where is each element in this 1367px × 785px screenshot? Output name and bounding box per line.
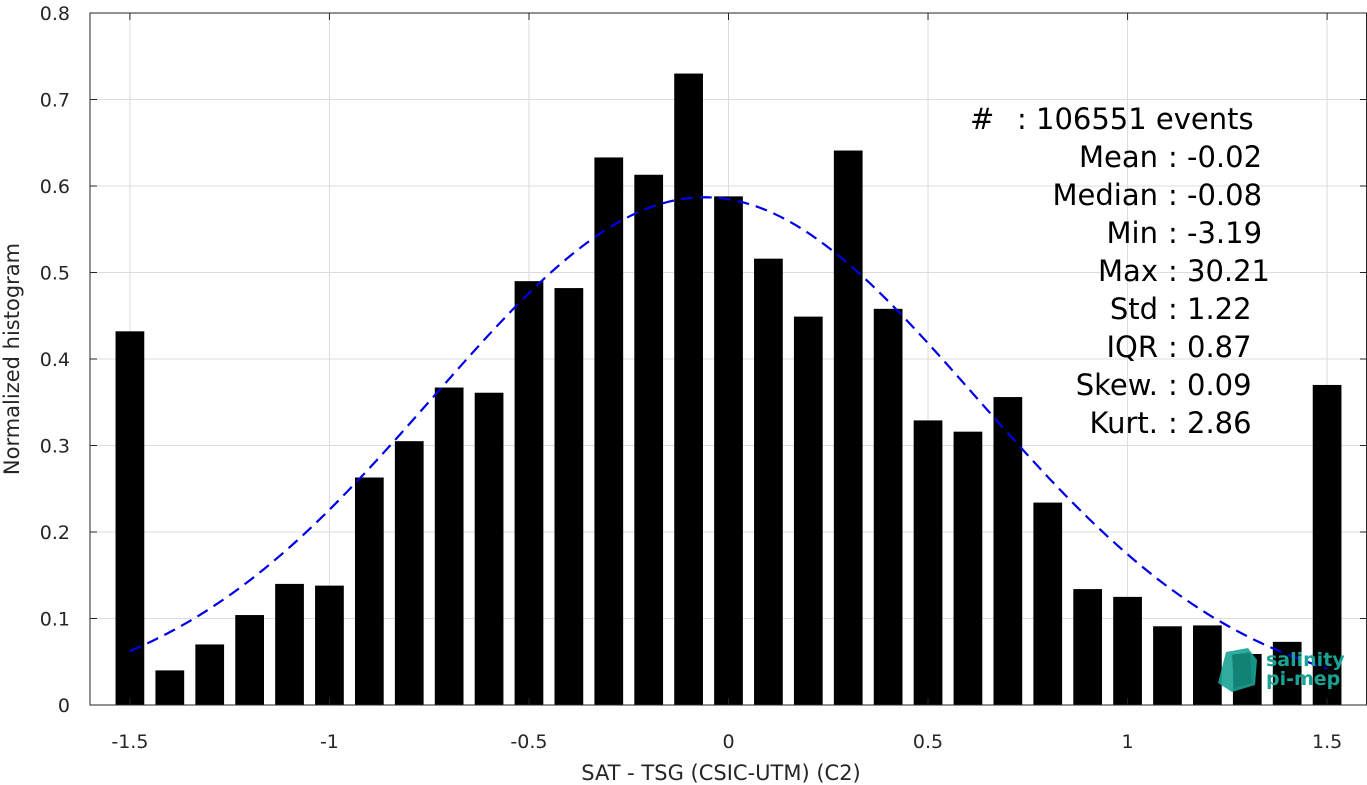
- histogram-bar: [394, 441, 424, 705]
- normal-fit-curve: [129, 196, 1328, 670]
- histogram-bar: [793, 316, 823, 705]
- histogram-bar: [714, 196, 743, 705]
- histogram-bar: [1193, 625, 1222, 705]
- salinity-pi-mep-logo: salinity pi-mep: [1218, 648, 1345, 692]
- stat-value: : 106551 events: [1017, 102, 1254, 136]
- histogram-bar: [754, 258, 783, 705]
- histogram-bar: [155, 670, 185, 705]
- y-tick-label: 0: [58, 695, 70, 717]
- x-tick-label: 0: [722, 731, 734, 753]
- histogram-bar: [195, 644, 225, 705]
- histogram-bar: [354, 477, 384, 705]
- histogram-bar: [1312, 384, 1342, 705]
- logo-line2: pi-mep: [1266, 668, 1340, 690]
- stat-label: Mean: [1079, 140, 1158, 174]
- x-tick-label: 1.5: [1312, 731, 1342, 753]
- stat-value: : 0.87: [1168, 330, 1252, 364]
- x-tick-labels: -1.5 -1 -0.5 0 0.5 1 1.5: [111, 731, 1342, 753]
- histogram-bar: [514, 281, 544, 705]
- histogram-bar: [1113, 596, 1142, 705]
- stat-value: : 30.21: [1168, 254, 1270, 288]
- stat-label: Kurt.: [1090, 406, 1158, 440]
- y-tick-label: 0.1: [40, 609, 70, 631]
- stat-value: : 0.09: [1168, 368, 1252, 402]
- stat-label: Max: [1098, 254, 1158, 288]
- x-axis-label: SAT - TSG (CSIC-UTM) (C2): [581, 761, 861, 785]
- histogram-bar: [913, 420, 943, 705]
- histogram-bar: [115, 331, 145, 705]
- y-tick-label: 0.3: [40, 436, 70, 458]
- stat-label: IQR: [1106, 330, 1158, 364]
- stat-value: : -3.19: [1168, 216, 1262, 250]
- histogram-bar: [594, 157, 624, 705]
- stat-value: : 1.22: [1168, 292, 1252, 326]
- logo-cube-shade-icon: [1232, 652, 1252, 688]
- stat-label: Std: [1110, 292, 1158, 326]
- histogram-bar: [434, 387, 464, 705]
- histogram-bar: [873, 308, 903, 705]
- stat-label: #: [970, 102, 994, 136]
- x-tick-label: -0.5: [510, 731, 547, 753]
- x-tick-label: 1: [1122, 731, 1134, 753]
- histogram-bar: [235, 615, 264, 705]
- histogram-bar: [1033, 502, 1063, 705]
- y-tick-labels: 0 0.1 0.2 0.3 0.4 0.5 0.6 0.7 0.8: [40, 3, 70, 717]
- stat-label: Skew.: [1076, 368, 1158, 402]
- stat-value: : 2.86: [1168, 406, 1252, 440]
- histogram-bar: [993, 397, 1023, 705]
- y-tick-label: 0.8: [40, 3, 70, 25]
- histogram-bar: [554, 288, 584, 705]
- bars: [115, 73, 1342, 706]
- y-axis-label: Normalized histogram: [0, 243, 24, 475]
- y-tick-label: 0.5: [40, 263, 70, 285]
- histogram-bar: [275, 583, 304, 705]
- histogram-bar: [634, 174, 664, 705]
- histogram-bar: [474, 392, 504, 705]
- histogram-bar: [833, 150, 863, 705]
- y-tick-label: 0.6: [40, 176, 70, 198]
- histogram-bar: [1272, 641, 1302, 705]
- y-tick-label: 0.7: [40, 90, 70, 112]
- stat-label: Median: [1053, 178, 1158, 212]
- x-tick-label: 0.5: [913, 731, 943, 753]
- stat-value: : -0.08: [1168, 178, 1262, 212]
- histogram-bar: [674, 73, 703, 706]
- x-tick-label: -1: [320, 731, 339, 753]
- y-tick-label: 0.2: [40, 522, 70, 544]
- y-tick-label: 0.4: [40, 349, 70, 371]
- stat-value: : -0.02: [1168, 140, 1262, 174]
- x-tick-label: -1.5: [111, 731, 148, 753]
- stat-label: Min: [1107, 216, 1158, 250]
- histogram-bar: [953, 431, 983, 705]
- stats-annotation: # : 106551 events Mean : -0.02 Median : -0.08…: [970, 102, 1270, 440]
- histogram-bar: [1073, 589, 1103, 705]
- histogram-bar: [315, 585, 344, 705]
- ticks: [90, 12, 1367, 706]
- histogram-bar: [1153, 626, 1182, 705]
- logo-line1: salinity: [1266, 649, 1345, 671]
